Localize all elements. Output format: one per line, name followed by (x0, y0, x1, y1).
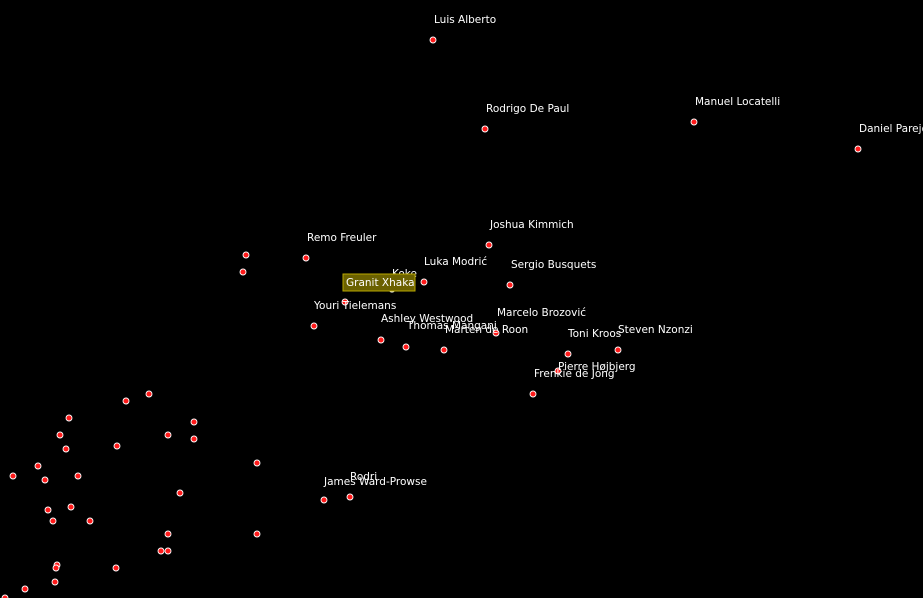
point-frenkie-de-jong (529, 390, 537, 398)
point-label: Ashley Westwood (381, 313, 473, 325)
point-unlabeled (56, 431, 64, 439)
point-label: Marten de Roon (445, 324, 528, 336)
point-label: Sergio Busquets (511, 259, 596, 271)
point-unlabeled (21, 585, 29, 593)
point-label: Toni Kroos (567, 328, 621, 340)
point-unlabeled (74, 472, 82, 480)
point-unlabeled (1, 594, 9, 598)
point-marcelo-brozovi- (492, 329, 500, 337)
labels-layer: Luis Alberto Rodrigo De Paul Manuel Locate… (307, 14, 923, 488)
point-label: Daniel Parejo (859, 123, 923, 135)
point-unlabeled (65, 414, 73, 422)
point-label: Rodrigo De Paul (486, 103, 569, 115)
point-unlabeled (190, 435, 198, 443)
point-unlabeled (51, 578, 59, 586)
point-label: Rodri (350, 471, 377, 483)
point-manuel-locatelli (690, 118, 698, 126)
point-unlabeled (34, 462, 42, 470)
point-marten-de-roon (440, 346, 448, 354)
point-rodrigo-de-paul (481, 125, 489, 133)
point-unlabeled (49, 517, 57, 525)
point-unlabeled (253, 459, 261, 467)
point-remo-freuler (302, 254, 310, 262)
point-unlabeled (164, 431, 172, 439)
point-label: Joshua Kimmich (489, 219, 574, 231)
point-label: Remo Freuler (307, 232, 377, 244)
point-joshua-kimmich (485, 241, 493, 249)
point-unlabeled (164, 547, 172, 555)
point-label-highlighted: Granit Xhaka (346, 277, 415, 289)
point-unlabeled (112, 564, 120, 572)
point-label: James Ward-Prowse (323, 476, 427, 488)
point-label: Pierre Højbjerg (558, 361, 636, 373)
point-unlabeled (253, 530, 261, 538)
point-ashley-westwood (377, 336, 385, 344)
point-unlabeled (67, 503, 75, 511)
point-unlabeled (44, 506, 52, 514)
point-unlabeled (86, 517, 94, 525)
highlight-label-group: Granit Xhaka (342, 273, 416, 292)
point-luis-alberto (429, 36, 437, 44)
point-unlabeled (310, 322, 318, 330)
highlight-label-box (342, 273, 416, 292)
point-unlabeled (9, 472, 17, 480)
point-luka-modri- (420, 278, 428, 286)
point-unlabeled (239, 268, 247, 276)
point-james-ward-prowse (320, 496, 328, 504)
point-label: Thomas Mangani (406, 320, 497, 332)
point-unlabeled (122, 397, 130, 405)
point-unlabeled (164, 530, 172, 538)
point-label: Manuel Locatelli (695, 96, 780, 108)
point-daniel-parejo (854, 145, 862, 153)
point-pierre-h-jbjerg (554, 367, 562, 375)
point-label: Luka Modrić (424, 256, 487, 268)
point-toni-kroos (564, 350, 572, 358)
point-youri-tielemans (341, 298, 349, 306)
point-unlabeled (157, 547, 165, 555)
point-rodri (346, 493, 354, 501)
point-label: Steven Nzonzi (618, 324, 693, 336)
point-label: Frenkie de Jong (534, 368, 615, 380)
point-label: Youri Tielemans (313, 300, 396, 312)
point-unlabeled (190, 418, 198, 426)
point-thomas-mangani (402, 343, 410, 351)
point-label: Luis Alberto (434, 14, 496, 26)
point-unlabeled (52, 564, 60, 572)
point-unlabeled (113, 442, 121, 450)
point-steven-nzonzi (614, 346, 622, 354)
point-sergio-busquets (506, 281, 514, 289)
point-unlabeled (176, 489, 184, 497)
point-unlabeled (41, 476, 49, 484)
point-label: Marcelo Brozović (497, 307, 586, 319)
point-unlabeled (242, 251, 250, 259)
point-unlabeled (62, 445, 70, 453)
point-unlabeled (145, 390, 153, 398)
